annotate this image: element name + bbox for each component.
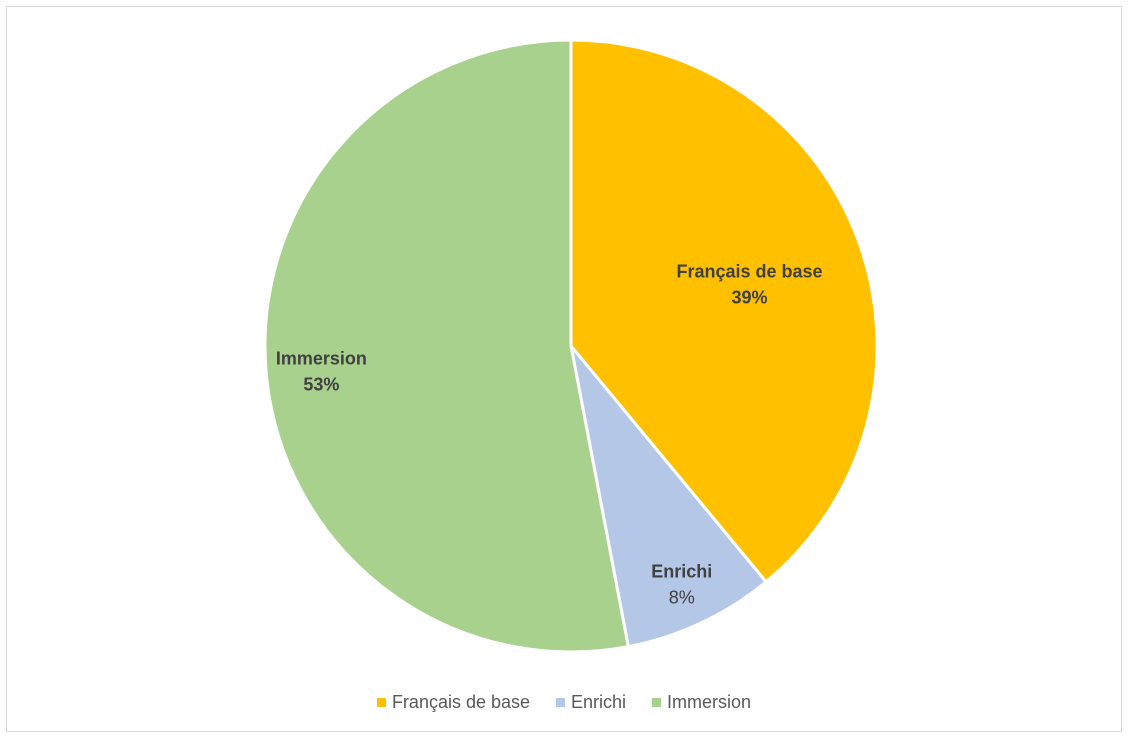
legend-swatch-1 [376,698,386,707]
slice-label-1: Français de base [676,262,822,282]
pie-slice-3 [263,38,631,654]
slice-label-3: Immersion [276,348,367,368]
legend-swatch-3 [652,698,662,707]
slice-value-label-1: 39% [731,288,767,308]
pie-slice-1 [569,38,879,584]
slice-value-label-3: 53% [303,374,339,394]
legend-item-3: Immersion [652,692,751,713]
legend-item-1: Français de base [376,692,531,713]
legend-swatch-2 [556,698,566,707]
chart-legend: Français de base Enrichi Immersion [0,692,1128,713]
legend-label-3: Immersion [667,692,752,712]
pie-labels: Français de base 39% Enrichi 8% Immersion 53% [276,262,823,608]
slice-value-label-2: 8% [669,587,695,607]
pie-slices [263,38,879,654]
pie-slice-2 [569,345,769,649]
legend-label-1: Français de base [391,692,531,712]
slice-label-2: Enrichi [651,561,712,581]
legend-item-2: Enrichi [556,692,626,713]
legend-label-2: Enrichi [571,692,627,712]
